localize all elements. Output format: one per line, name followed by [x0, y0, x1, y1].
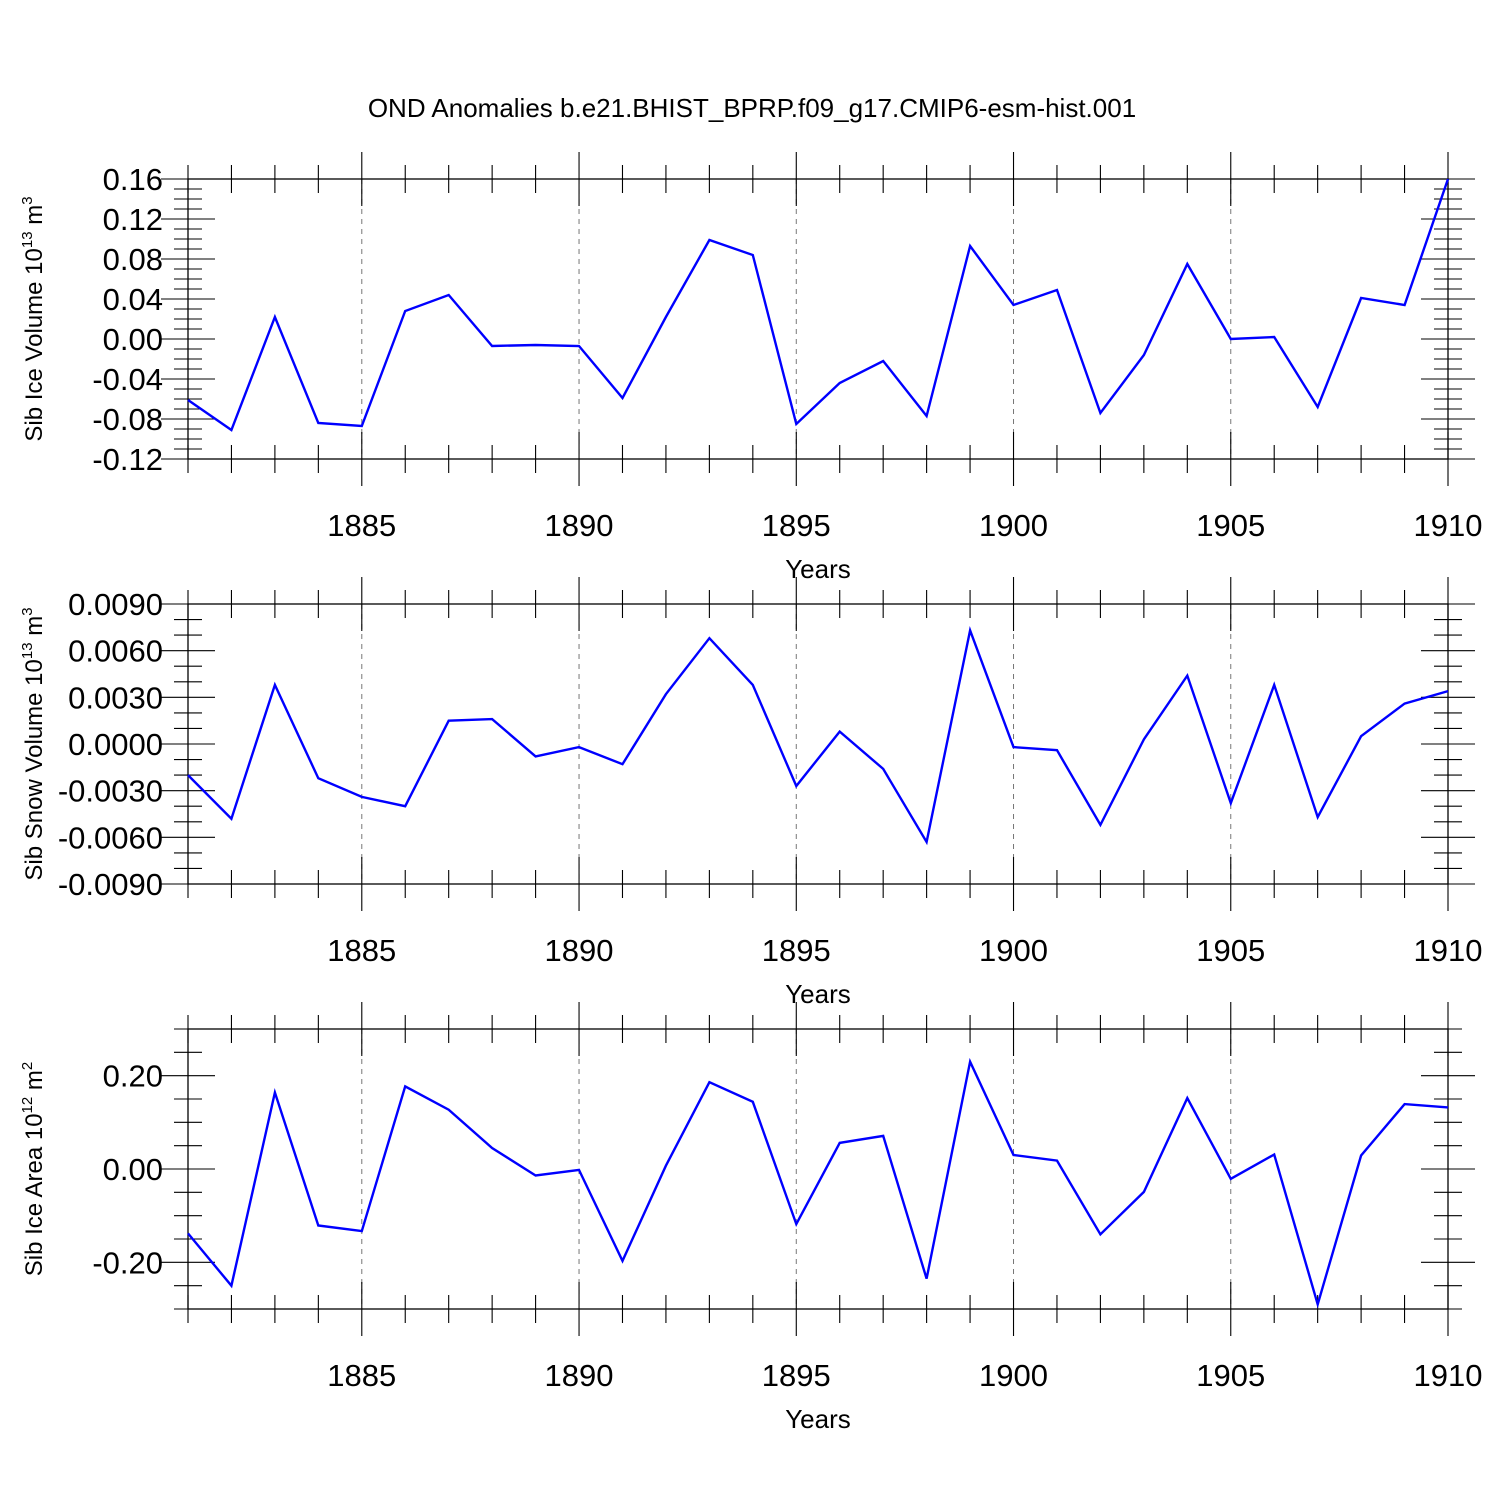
- y-tick-label: 0.04: [103, 282, 163, 317]
- x-tick-label: 1900: [979, 933, 1048, 968]
- y-tick-label: -0.0060: [58, 820, 163, 855]
- y-tick-label: 0.0060: [68, 634, 163, 669]
- y-tick-label: 0.16: [103, 162, 163, 197]
- figure-title: OND Anomalies b.e21.BHIST_BPRP.f09_g17.C…: [368, 93, 1136, 123]
- y-axis-title: Sib Ice Volume 1013 m3: [19, 196, 48, 441]
- y-tick-label: -0.04: [92, 362, 163, 397]
- series-line: [187, 178, 1450, 432]
- y-tick-label: 0.00: [103, 322, 163, 357]
- y-tick-label: -0.0090: [58, 867, 163, 902]
- chart-panels: -0.12 -0.08 -0.04 0.00 0.04 0.08 0.12 0.16 1885 1…: [19, 152, 1482, 1434]
- x-axis-title: Years: [785, 554, 851, 584]
- y-tick-label: 0.0030: [68, 680, 163, 715]
- y-tick-label: 0.20: [103, 1059, 163, 1094]
- x-tick-label: 1910: [1414, 933, 1483, 968]
- x-tick-label: 1895: [762, 508, 831, 543]
- chart-panel-1: -0.12 -0.08 -0.04 0.00 0.04 0.08 0.12 0.16 1885 1…: [19, 152, 1482, 584]
- x-tick-label: 1900: [979, 1358, 1048, 1393]
- y-tick-label: 0.00: [103, 1152, 163, 1187]
- y-axis-title: Sib Snow Volume 1013 m3: [19, 607, 48, 880]
- y-tick-label: -0.08: [92, 402, 163, 437]
- y-tick-label: 0.12: [103, 202, 163, 237]
- chart-panel-2: -0.0090 -0.0060 -0.0030 0.0000 0.0030 0.0060 0…: [19, 577, 1482, 1009]
- x-tick-label: 1890: [545, 508, 614, 543]
- x-tick-label: 1900: [979, 508, 1048, 543]
- x-tick-label: 1895: [762, 933, 831, 968]
- plot-frame: [187, 1028, 1449, 1310]
- y-tick-label: 0.0000: [68, 727, 163, 762]
- y-tick-label: -0.0030: [58, 774, 163, 809]
- y-axis-title: Sib Ice Area 1012 m2: [19, 1062, 48, 1276]
- y-tick-label: 0.0090: [68, 587, 163, 622]
- x-tick-label: 1905: [1196, 1358, 1265, 1393]
- x-axis-title: Years: [785, 979, 851, 1009]
- series-line: [187, 1057, 1449, 1309]
- x-axis-title: Years: [785, 1404, 851, 1434]
- x-tick-label: 1885: [327, 508, 396, 543]
- x-tick-label: 1910: [1414, 1358, 1483, 1393]
- y-tick-label: -0.20: [92, 1245, 163, 1280]
- x-tick-label: 1895: [762, 1358, 831, 1393]
- x-tick-label: 1905: [1196, 508, 1265, 543]
- x-tick-label: 1885: [327, 933, 396, 968]
- plot-frame: [187, 178, 1449, 460]
- x-tick-label: 1885: [327, 1358, 396, 1393]
- x-tick-label: 1910: [1414, 508, 1483, 543]
- series-line: [187, 626, 1449, 846]
- y-tick-label: 0.08: [103, 242, 163, 277]
- x-tick-label: 1905: [1196, 933, 1265, 968]
- x-tick-label: 1890: [545, 1358, 614, 1393]
- chart-panel-3: -0.20 0.00 0.20 1885 1890 1895 1900 1905 1910 Yea…: [19, 1002, 1482, 1434]
- x-tick-label: 1890: [545, 933, 614, 968]
- y-tick-label: -0.12: [92, 442, 163, 477]
- plot-frame: [187, 603, 1449, 885]
